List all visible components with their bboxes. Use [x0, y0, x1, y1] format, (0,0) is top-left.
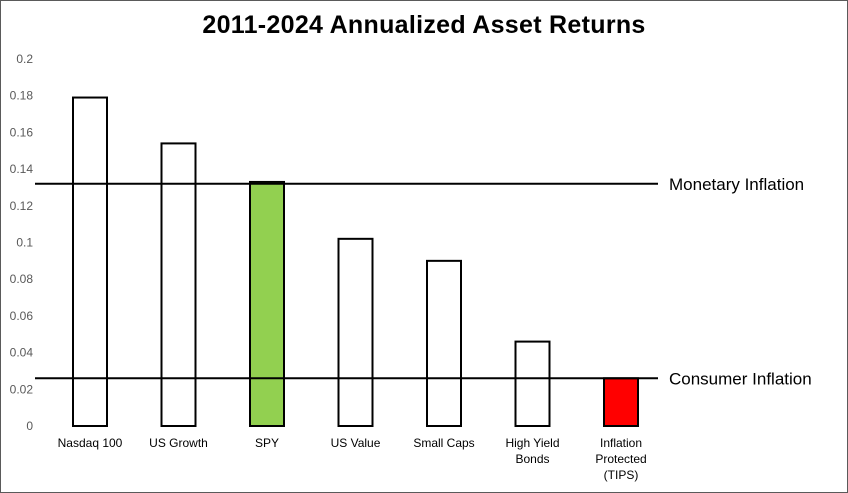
reference-line-label: Consumer Inflation: [669, 369, 812, 388]
y-tick-label: 0.16: [10, 125, 34, 139]
x-category-label: High Yield: [505, 436, 559, 450]
x-category-label: Bonds: [515, 452, 549, 466]
x-category-label: SPY: [255, 436, 279, 450]
y-tick-label: 0.2: [16, 52, 33, 66]
y-tick-label: 0.08: [10, 272, 34, 286]
y-tick-label: 0.18: [10, 89, 34, 103]
chart-title: 2011-2024 Annualized Asset Returns: [202, 11, 646, 39]
x-category-label: Inflation: [600, 436, 642, 450]
y-tick-label: 0.02: [10, 382, 34, 396]
x-category-label: US Growth: [149, 436, 208, 450]
bar: [514, 340, 551, 427]
y-tick-label: 0.1: [16, 236, 33, 250]
bar: [603, 377, 639, 428]
reference-line-label: Monetary Inflation: [669, 175, 804, 194]
x-category-label: (TIPS): [604, 468, 639, 482]
y-tick-label: 0.14: [10, 162, 34, 176]
x-category-label: Small Caps: [413, 436, 474, 450]
y-tick-label: 0.04: [10, 346, 34, 360]
bar: [249, 180, 285, 427]
y-tick-label: 0.12: [10, 199, 34, 213]
x-category-label: Protected: [595, 452, 646, 466]
bar: [160, 142, 197, 427]
bar: [426, 259, 462, 427]
x-category-label: Nasdaq 100: [58, 436, 123, 450]
x-category-label: US Value: [331, 436, 381, 450]
y-tick-label: 0: [26, 419, 33, 433]
bar: [337, 237, 374, 427]
bar: [72, 96, 108, 427]
y-tick-label: 0.06: [10, 309, 34, 323]
